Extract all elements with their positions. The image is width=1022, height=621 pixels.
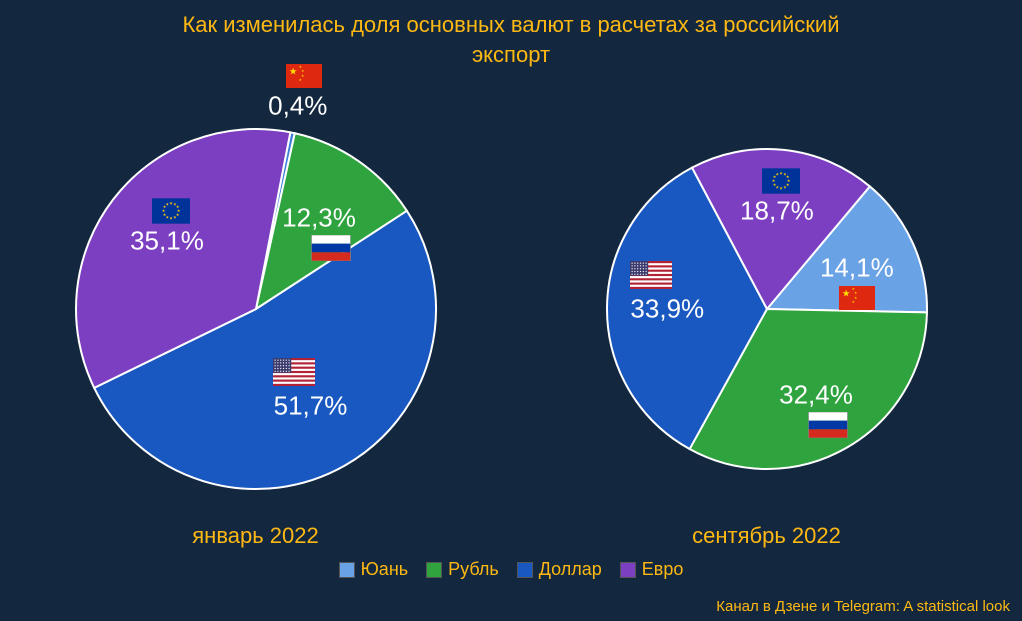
pie-svg bbox=[537, 79, 997, 509]
chart-title: Как изменилась доля основных валют в рас… bbox=[0, 0, 1022, 69]
caption-september: сентябрь 2022 bbox=[537, 523, 997, 549]
legend: Юань Рубль Доллар Евро bbox=[0, 559, 1022, 580]
charts-row: январь 2022 0,4%★★★★★12,3%51,7%35,1%★★★★… bbox=[0, 79, 1022, 509]
title-line-2: экспорт bbox=[472, 42, 550, 67]
attribution-text: Канал в Дзене и Telegram: A statistical … bbox=[716, 598, 1010, 615]
svg-text:★: ★ bbox=[301, 70, 305, 74]
pie-chart-september: сентябрь 2022 14,1%★★★★★32,4%33,9%18,7%★… bbox=[537, 79, 997, 509]
pie-svg bbox=[26, 79, 486, 509]
legend-swatch bbox=[517, 562, 533, 578]
legend-item: Рубль bbox=[426, 559, 499, 580]
legend-item: Доллар bbox=[517, 559, 602, 580]
legend-label: Доллар bbox=[539, 559, 602, 580]
legend-label: Евро bbox=[642, 559, 684, 580]
legend-swatch bbox=[620, 562, 636, 578]
title-line-1: Как изменилась доля основных валют в рас… bbox=[182, 12, 839, 37]
caption-january: январь 2022 bbox=[26, 523, 486, 549]
legend-swatch bbox=[339, 562, 355, 578]
svg-text:★: ★ bbox=[301, 74, 305, 78]
legend-swatch bbox=[426, 562, 442, 578]
pie-chart-january: январь 2022 0,4%★★★★★12,3%51,7%35,1%★★★★… bbox=[26, 79, 486, 509]
legend-item: Евро bbox=[620, 559, 684, 580]
legend-item: Юань bbox=[339, 559, 409, 580]
legend-label: Юань bbox=[361, 559, 409, 580]
legend-label: Рубль bbox=[448, 559, 499, 580]
